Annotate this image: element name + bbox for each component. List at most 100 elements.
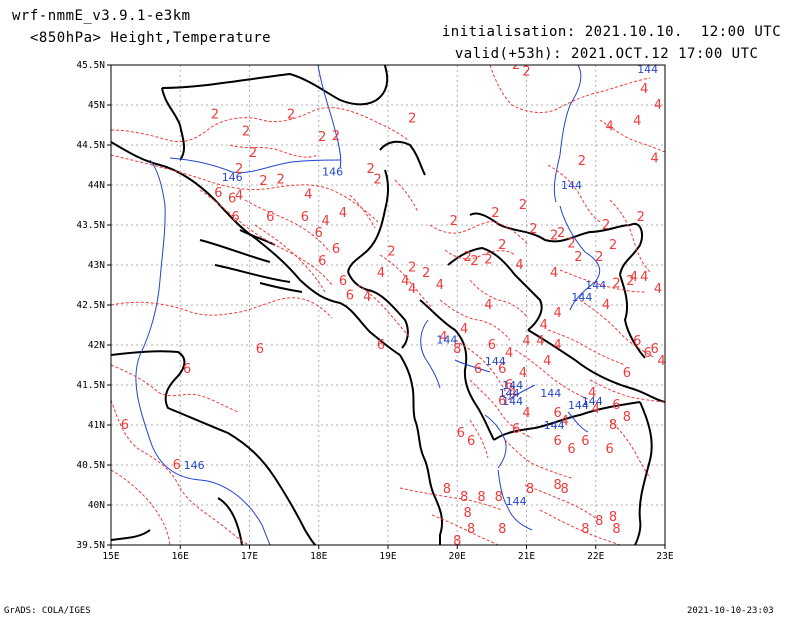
- temperature-contour-label: 2: [557, 226, 565, 241]
- x-tick-label: 15E: [102, 551, 119, 562]
- x-tick-label: 23E: [656, 551, 673, 562]
- coastline-croatia-north: [161, 87, 186, 161]
- temperature-contour-label: 4: [536, 334, 544, 349]
- x-tick-label: 18E: [310, 551, 327, 562]
- temperature-contour-label: 6: [581, 434, 589, 449]
- temperature-contour-label: 6: [668, 346, 676, 361]
- temperature-contour-label: 2: [522, 64, 530, 79]
- temperature-contour-label: 4: [654, 282, 662, 297]
- temperature-contour-label: 2: [463, 250, 471, 265]
- temperature-contour-label: 6: [214, 186, 222, 201]
- temperature-contour-label: 8: [453, 534, 461, 549]
- coastline-greece-east: [634, 401, 653, 545]
- x-tick-label: 22E: [587, 551, 604, 562]
- temperature-contour-label: 2: [332, 129, 340, 144]
- height-contours: [135, 65, 601, 545]
- height-contour-label: 144: [582, 395, 603, 408]
- temperature-contour-label: 4: [436, 278, 444, 293]
- temperature-contour-label: 6: [183, 362, 191, 377]
- temperature-contour-label: 4: [540, 318, 548, 333]
- temperature-contour-label: 8: [554, 478, 562, 493]
- height-contour-label: 144: [502, 395, 523, 408]
- temperature-contour-label: 4: [460, 322, 468, 337]
- height-contour-label: 144: [485, 355, 506, 368]
- coastline-heel: [217, 497, 243, 545]
- temperature-contour-label: 4: [657, 354, 665, 369]
- temperature-contour-label: 6: [554, 434, 562, 449]
- temperature-contour-label: 8: [668, 386, 676, 401]
- temperature-contour-label: 8: [526, 482, 534, 497]
- y-tick-label: 43N: [88, 260, 105, 271]
- temperature-contour-label: 2: [491, 206, 499, 221]
- temperature-contour-label: 4: [363, 290, 371, 305]
- temperature-contours: [111, 65, 665, 545]
- temperature-contour-label: 4: [522, 334, 530, 349]
- temperature-contour-label: 6: [232, 210, 240, 225]
- temperature-contour-label: 8: [623, 410, 631, 425]
- temperature-contour-label: 2: [578, 154, 586, 169]
- y-tick-label: 40.5N: [76, 460, 105, 471]
- height-labels: 146 1461441441441441441441441441441441441…: [184, 65, 659, 508]
- temperature-contour-label: 6: [457, 426, 465, 441]
- temperature-contour-label: 6: [121, 418, 129, 433]
- coastline-calabria: [111, 529, 151, 541]
- height-contour-label: 146: [322, 165, 343, 178]
- temperature-contour-label: 8: [612, 522, 620, 537]
- temperature-contour-label: 2: [408, 112, 416, 127]
- temperature-contour-label: 8: [453, 342, 461, 357]
- temperature-contour-label: 6: [315, 226, 323, 241]
- temperature-contour-label: 2: [387, 244, 395, 259]
- y-tick-label: 44N: [88, 180, 105, 191]
- temperature-contour-label: 2: [595, 250, 603, 265]
- temperature-contour-label: 6: [474, 362, 482, 377]
- temperature-contour-label: 4: [519, 366, 527, 381]
- temperature-contour-label: 2: [519, 198, 527, 213]
- temperature-contour-label: 6: [488, 338, 496, 353]
- temperature-contour-label: 4: [588, 386, 596, 401]
- y-tick-label: 42N: [88, 340, 105, 351]
- y-tick-label: 41N: [88, 420, 105, 431]
- temperature-contour-label: 2: [367, 162, 375, 177]
- temperature-contour-label: 4: [339, 206, 347, 221]
- temperature-contour-label: 6: [332, 242, 340, 257]
- temperature-contour-label: 4: [550, 266, 558, 281]
- x-tick-label: 19E: [379, 551, 396, 562]
- height-contour-label: 144: [585, 279, 606, 292]
- temperature-contour-label: 8: [671, 398, 679, 413]
- temperature-contour-label: 6: [644, 346, 652, 361]
- height-contour-label: 144: [499, 387, 520, 400]
- temperature-contour-label: 4: [515, 258, 523, 273]
- temperature-contour-label: 2: [626, 274, 634, 289]
- temperature-contour-label: 2: [498, 238, 506, 253]
- height-contour-label: 146: [184, 459, 205, 472]
- temperature-contour-label: 2: [408, 260, 416, 275]
- height-contour-label: 146: [222, 171, 243, 184]
- init-value: 2021.10.10. 12:00 UTC: [584, 24, 782, 40]
- border-serbia-romania: [469, 212, 643, 276]
- temperature-contour-label: 4: [484, 298, 492, 313]
- temperature-contour-label: 6: [650, 342, 658, 357]
- temperature-contour-label: 2: [259, 174, 267, 189]
- temperature-contour-label: 4: [640, 82, 648, 97]
- x-tick-label: 16E: [172, 551, 189, 562]
- temperature-contour-label: 2: [235, 162, 243, 177]
- init-line: initialisation: 2021.10.10. 12:00 UTC: [424, 8, 781, 40]
- border-north: [161, 65, 389, 106]
- temperature-contour-label: 2: [211, 108, 219, 123]
- field-title: <850hPa> Height,Temperature: [30, 30, 272, 46]
- border-north-serbia: [379, 140, 426, 176]
- coastline-italy: [111, 350, 317, 545]
- temperature-contour-label: 4: [640, 270, 648, 285]
- y-tick-label: 45.5N: [76, 60, 105, 71]
- temperature-contour-label: 6: [512, 422, 520, 437]
- temperature-contour-label: 6: [498, 394, 506, 409]
- height-contour-label: 144: [571, 291, 592, 304]
- temperature-contour-label: 6: [623, 366, 631, 381]
- height-contour-label: 144: [544, 419, 565, 432]
- temperature-contour-label: 4: [322, 214, 330, 229]
- temperature-contour-label: 6: [633, 334, 641, 349]
- temperature-contour-label: 8: [460, 490, 468, 505]
- coastlines: [111, 65, 665, 545]
- temperature-contour-label: 8: [595, 514, 603, 529]
- height-contour-label: 144: [568, 399, 589, 412]
